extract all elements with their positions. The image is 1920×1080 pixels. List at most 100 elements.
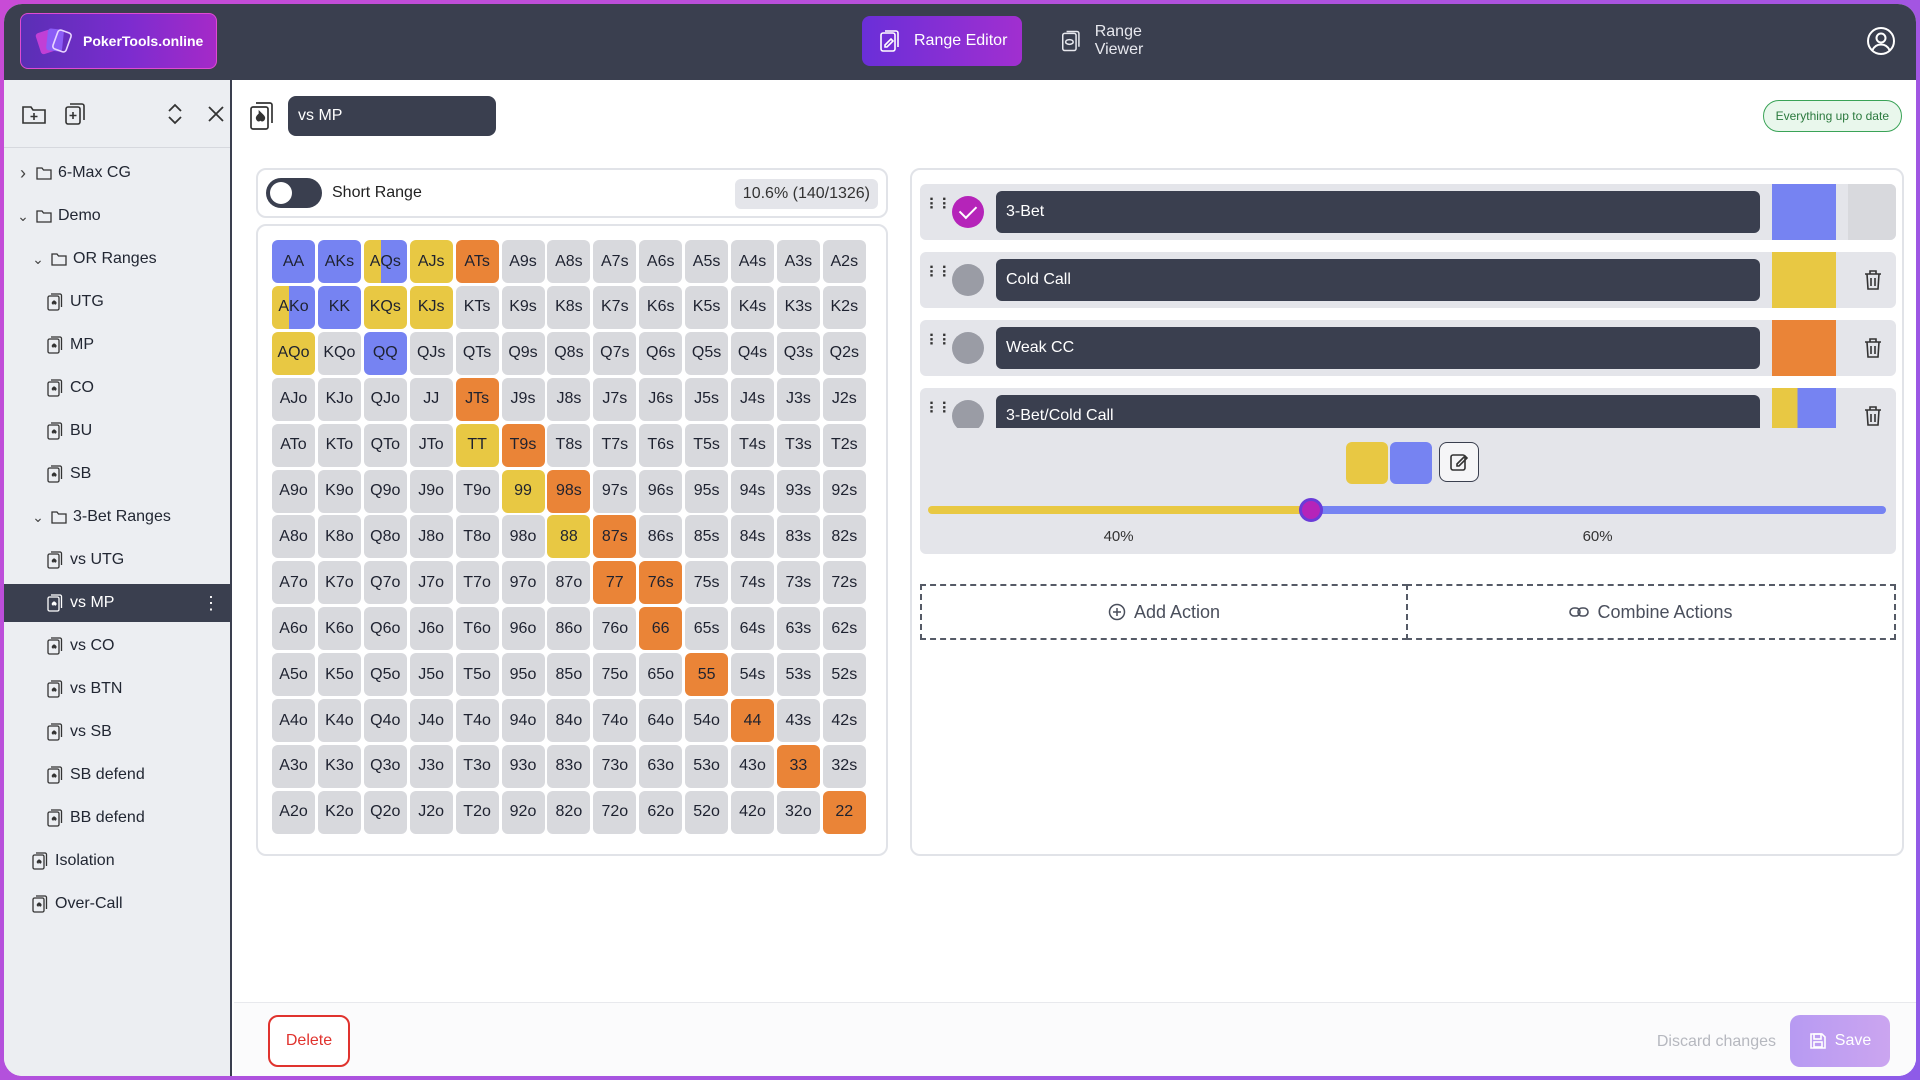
tree-item-demo[interactable]: ⌄ Demo (4, 197, 232, 235)
hand-cell-j5o[interactable]: J5o (409, 653, 453, 697)
hand-cell-63o[interactable]: 63o (639, 744, 683, 788)
hand-cell-t4o[interactable]: T4o (455, 699, 499, 742)
trash-icon[interactable] (1862, 336, 1884, 360)
hand-cell-93s[interactable]: 93s (776, 469, 820, 513)
tree-item-or-ranges[interactable]: ⌄ OR Ranges (4, 240, 232, 278)
hand-cell-97s[interactable]: 97s (593, 469, 637, 513)
user-account-icon[interactable] (1866, 26, 1896, 56)
save-button[interactable]: Save (1790, 1015, 1890, 1067)
trash-icon[interactable] (1862, 404, 1884, 428)
combo-split-slider-track[interactable] (928, 506, 1886, 514)
hand-cell-33[interactable]: 33 (776, 744, 820, 788)
action-select-radio[interactable] (952, 264, 984, 296)
hand-cell-k2o[interactable]: K2o (317, 790, 361, 834)
hand-cell-a9s[interactable]: A9s (501, 240, 545, 283)
hand-cell-a4s[interactable]: A4s (731, 240, 774, 283)
tab-range-viewer[interactable]: Range Viewer (1044, 16, 1204, 66)
action-name-input[interactable]: 3-Bet (996, 191, 1760, 233)
hand-cell-76s[interactable]: 76s (639, 561, 683, 605)
hand-cell-82o[interactable]: 82o (547, 790, 591, 834)
hand-cell-j4o[interactable]: J4o (409, 699, 453, 742)
hand-cell-aks[interactable]: AKs (317, 240, 361, 283)
hand-cell-96s[interactable]: 96s (639, 469, 683, 513)
hand-cell-44[interactable]: 44 (731, 699, 774, 742)
hand-cell-98s[interactable]: 98s (547, 469, 591, 513)
hand-cell-j8s[interactable]: J8s (547, 377, 591, 421)
delete-button[interactable]: Delete (268, 1015, 350, 1067)
hand-cell-92o[interactable]: 92o (501, 790, 545, 834)
hand-cell-ajo[interactable]: AJo (272, 377, 315, 421)
hand-cell-k8o[interactable]: K8o (317, 515, 361, 559)
hand-cell-74s[interactable]: 74s (731, 561, 774, 605)
hand-cell-75o[interactable]: 75o (593, 653, 637, 697)
hand-cell-t4s[interactable]: T4s (731, 423, 774, 467)
hand-cell-t6o[interactable]: T6o (455, 607, 499, 651)
hand-cell-a4o[interactable]: A4o (272, 699, 315, 742)
hand-cell-qjo[interactable]: QJo (363, 377, 407, 421)
hand-cell-65s[interactable]: 65s (685, 607, 729, 651)
hand-cell-92s[interactable]: 92s (822, 469, 866, 513)
hand-cell-a5s[interactable]: A5s (685, 240, 729, 283)
edit-combo-button[interactable] (1439, 442, 1479, 482)
hand-cell-76o[interactable]: 76o (593, 607, 637, 651)
hand-cell-a2s[interactable]: A2s (822, 240, 866, 283)
tree-item-isolation[interactable]: Isolation (4, 842, 232, 880)
hand-cell-ats[interactable]: ATs (455, 240, 499, 283)
hand-cell-a9o[interactable]: A9o (272, 469, 315, 513)
hand-cell-t3s[interactable]: T3s (776, 423, 820, 467)
discard-changes-button[interactable]: Discard changes (1656, 1033, 1776, 1050)
hand-cell-q4o[interactable]: Q4o (363, 699, 407, 742)
hand-cell-63s[interactable]: 63s (776, 607, 820, 651)
hand-cell-ato[interactable]: ATo (272, 423, 315, 467)
hand-cell-j6o[interactable]: J6o (409, 607, 453, 651)
hand-cell-a6s[interactable]: A6s (639, 240, 683, 283)
combo-color-three-bet[interactable] (1390, 442, 1432, 484)
tree-item-bb-defend[interactable]: BB defend (4, 799, 232, 837)
hand-cell-k7o[interactable]: K7o (317, 561, 361, 605)
hand-cell-32s[interactable]: 32s (822, 744, 866, 788)
tree-item-vs-mp[interactable]: vs MP ⋮ (4, 584, 232, 622)
add-action-button[interactable]: Add Action (920, 584, 1408, 640)
hand-cell-a3o[interactable]: A3o (272, 744, 315, 788)
hand-cell-a3s[interactable]: A3s (776, 240, 820, 283)
hand-cell-93o[interactable]: 93o (501, 744, 545, 788)
hand-cell-t7o[interactable]: T7o (455, 561, 499, 605)
hand-cell-94s[interactable]: 94s (731, 469, 774, 513)
hand-cell-87o[interactable]: 87o (547, 561, 591, 605)
hand-cell-k3o[interactable]: K3o (317, 744, 361, 788)
action-name-input[interactable]: Weak CC (996, 327, 1760, 369)
hand-cell-qts[interactable]: QTs (455, 331, 499, 375)
hand-cell-43s[interactable]: 43s (776, 699, 820, 742)
hand-cell-97o[interactable]: 97o (501, 561, 545, 605)
hand-cell-98o[interactable]: 98o (501, 515, 545, 559)
hand-cell-83o[interactable]: 83o (547, 744, 591, 788)
hand-cell-kjs[interactable]: KJs (409, 285, 453, 329)
hand-cell-q9o[interactable]: Q9o (363, 469, 407, 513)
hand-cell-a5o[interactable]: A5o (272, 653, 315, 697)
hand-cell-66[interactable]: 66 (639, 607, 683, 651)
hand-cell-k4o[interactable]: K4o (317, 699, 361, 742)
hand-cell-t7s[interactable]: T7s (593, 423, 637, 467)
drag-handle-icon[interactable]: ⠇⠇ (928, 401, 954, 418)
tree-item-sb-defend[interactable]: SB defend (4, 756, 232, 794)
hand-cell-q2o[interactable]: Q2o (363, 790, 407, 834)
hand-cell-t9o[interactable]: T9o (455, 469, 499, 513)
hand-cell-54o[interactable]: 54o (685, 699, 729, 742)
hand-cell-qto[interactable]: QTo (363, 423, 407, 467)
hand-cell-ako[interactable]: AKo (272, 285, 315, 329)
hand-cell-52o[interactable]: 52o (685, 790, 729, 834)
action-select-radio[interactable] (952, 332, 984, 364)
hand-cell-j9s[interactable]: J9s (501, 377, 545, 421)
hand-cell-j7o[interactable]: J7o (409, 561, 453, 605)
hand-cell-tt[interactable]: TT (455, 423, 499, 467)
tab-range-editor[interactable]: Range Editor (862, 16, 1022, 66)
action-name-input[interactable]: Cold Call (996, 259, 1760, 301)
tree-item-mp[interactable]: MP (4, 326, 232, 364)
hand-cell-q7o[interactable]: Q7o (363, 561, 407, 605)
hand-cell-j6s[interactable]: J6s (639, 377, 683, 421)
hand-cell-q9s[interactable]: Q9s (501, 331, 545, 375)
hand-cell-86s[interactable]: 86s (639, 515, 683, 559)
hand-cell-85o[interactable]: 85o (547, 653, 591, 697)
hand-cell-j5s[interactable]: J5s (685, 377, 729, 421)
hand-cell-q5s[interactable]: Q5s (685, 331, 729, 375)
